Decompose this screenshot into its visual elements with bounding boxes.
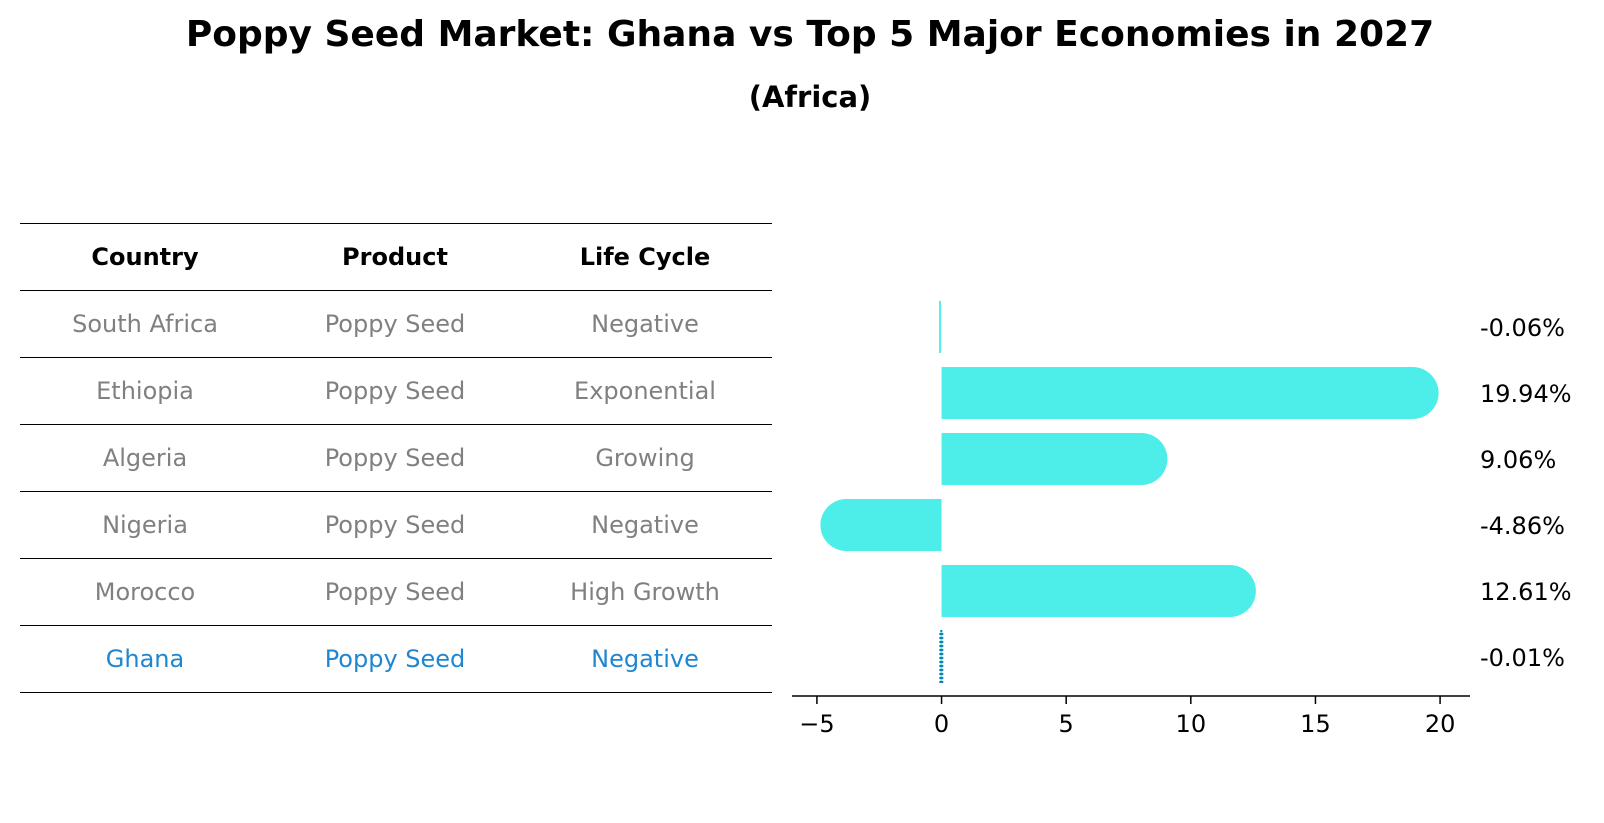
x-tick-label: 0 [934,710,949,738]
cell-country: Algeria [102,444,188,472]
chart-subtitle: (Africa) [748,80,872,114]
x-tick-label: 10 [1176,710,1207,738]
bar-ghana [939,630,944,684]
cell-product: Poppy Seed [324,511,466,539]
table-row: Ethiopia Poppy Seed Exponential [20,358,772,425]
value-label: 9.06% [1480,446,1556,474]
value-label: -0.06% [1480,314,1565,342]
cell-product: Poppy Seed [324,377,466,405]
value-label: -4.86% [1480,512,1565,540]
cell-product: Poppy Seed [324,645,466,673]
cell-life-cycle: Negative [591,511,699,539]
cell-country: South Africa [72,310,218,338]
bar-nigeria [820,499,942,551]
cell-country: Ethiopia [96,377,194,405]
cell-country: Morocco [94,578,196,606]
value-label: 12.61% [1480,578,1572,606]
x-tick-label: 5 [1059,710,1074,738]
x-tick-label: 20 [1425,710,1456,738]
chart-title: Poppy Seed Market: Ghana vs Top 5 Major … [185,14,1435,55]
cell-country: Nigeria [102,511,188,539]
cell-life-cycle: Negative [591,645,699,673]
header-product: Product [342,243,448,271]
cell-product: Poppy Seed [324,310,466,338]
table-row: Ghana Poppy Seed Negative [20,626,772,693]
header-country: Country [91,243,199,271]
bar-south-africa [939,301,942,353]
value-label: 19.94% [1480,380,1572,408]
cell-country: Ghana [105,645,185,673]
table-row: Nigeria Poppy Seed Negative [20,492,772,559]
bar-morocco [941,565,1256,617]
x-tick-label: 15 [1300,710,1331,738]
cell-product: Poppy Seed [324,578,466,606]
bar-ethiopia [941,367,1439,419]
cell-life-cycle: Negative [591,310,699,338]
table-row: South Africa Poppy Seed Negative [20,291,772,358]
value-label: -0.01% [1480,644,1565,672]
bar-algeria [941,433,1168,485]
table-row: Morocco Poppy Seed High Growth [20,559,772,626]
cell-product: Poppy Seed [324,444,466,472]
cell-life-cycle: High Growth [570,578,720,606]
cell-life-cycle: Growing [595,444,695,472]
country-table: Country Product Life Cycle South Africa … [20,223,772,693]
cell-life-cycle: Exponential [574,377,716,405]
table-header-row: Country Product Life Cycle [20,223,772,291]
table-row: Algeria Poppy Seed Growing [20,425,772,492]
x-tick-label: −5 [799,710,834,738]
header-life-cycle: Life Cycle [579,243,711,271]
